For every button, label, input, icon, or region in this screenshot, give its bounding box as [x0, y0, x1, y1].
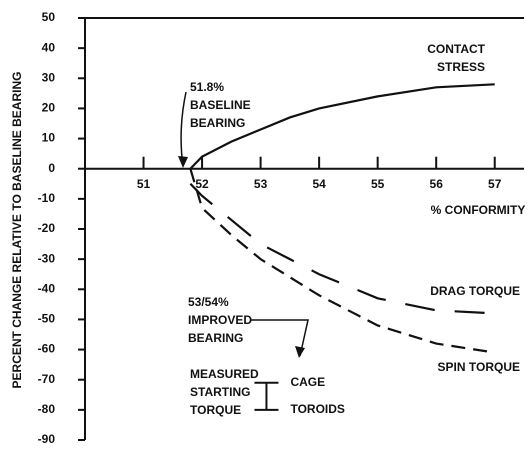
x-tick-label: 56 — [430, 177, 444, 191]
x-tick-label: 55 — [371, 177, 385, 191]
y-tick-label: -60 — [38, 342, 56, 356]
marker-label: TOROIDS — [290, 402, 344, 416]
y-tick-label: -50 — [38, 312, 56, 326]
arrow — [250, 319, 309, 357]
y-tick-label: -40 — [38, 281, 56, 295]
annotation: BASELINE — [190, 98, 251, 112]
x-axis-label: % CONFORMITY — [431, 203, 526, 217]
y-axis-label: PERCENT CHANGE RELATIVE TO BASELINE BEAR… — [10, 72, 24, 389]
arrow — [180, 91, 187, 167]
annotation: 53/54% — [188, 295, 229, 309]
y-tick-label: 50 — [42, 10, 56, 24]
y-tick-label: -10 — [38, 191, 56, 205]
y-tick-label: 0 — [48, 161, 55, 175]
annotation: 51.8% — [190, 80, 224, 94]
annotation: TORQUE — [190, 403, 241, 417]
line-series — [189, 183, 495, 315]
line-series — [189, 83, 495, 170]
series-label: CONTACT STRESS — [427, 42, 485, 74]
x-tick-label: 51 — [137, 177, 151, 191]
arrowhead — [295, 346, 305, 358]
series-label: SPIN TORQUE — [438, 360, 520, 374]
x-tick-label: 53 — [254, 177, 268, 191]
annotation: STARTING — [190, 385, 250, 399]
series-label: DRAG TORQUE — [430, 284, 520, 298]
x-tick-label: 54 — [312, 177, 326, 191]
x-tick-label: 52 — [195, 177, 209, 191]
annotation: MEASURED — [190, 367, 259, 381]
y-tick-label: -90 — [38, 432, 56, 446]
y-tick-label: -30 — [38, 251, 56, 265]
y-tick-label: -20 — [38, 221, 56, 235]
y-tick-label: -80 — [38, 402, 56, 416]
annotation: IMPROVED — [188, 313, 252, 327]
annotation: BEARING — [188, 331, 243, 345]
y-tick-label: 20 — [42, 101, 56, 115]
y-tick-label: 10 — [42, 131, 56, 145]
marker-label: CAGE — [290, 375, 325, 389]
line-series — [189, 168, 495, 354]
annotation: BEARING — [190, 116, 245, 130]
y-tick-label: 30 — [42, 70, 56, 84]
x-tick-label: 57 — [488, 177, 502, 191]
arrowhead — [178, 156, 188, 168]
y-tick-label: 40 — [42, 40, 56, 54]
y-tick-label: -70 — [38, 372, 56, 386]
